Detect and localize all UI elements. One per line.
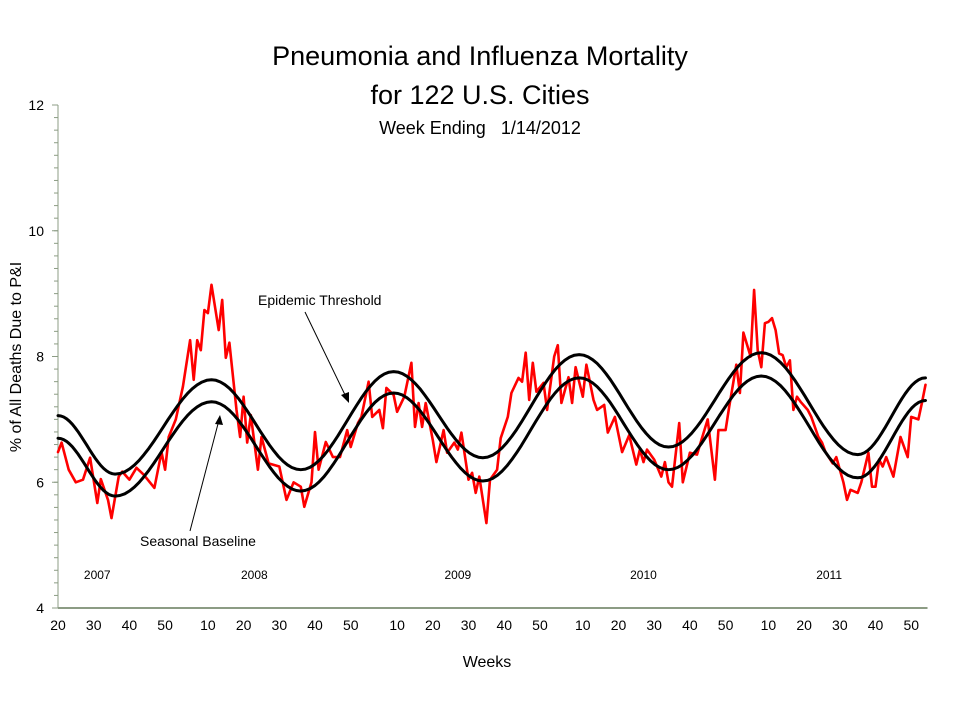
chart-subtitle: Week Ending 1/14/2012 <box>379 118 581 138</box>
y-tick-label: 8 <box>36 349 44 365</box>
x-tick-label: 50 <box>343 617 359 633</box>
x-tick-label: 30 <box>832 617 848 633</box>
year-label: 2010 <box>630 568 657 582</box>
x-tick-label: 20 <box>425 617 441 633</box>
y-tick-label: 6 <box>36 474 44 490</box>
series-threshold-line <box>56 351 927 476</box>
x-tick-label: 40 <box>122 617 138 633</box>
x-tick-label: 20 <box>50 617 66 633</box>
x-tick-label: 30 <box>272 617 288 633</box>
year-label: 2009 <box>444 568 471 582</box>
x-tick-label: 10 <box>200 617 216 633</box>
x-tick-label: 50 <box>718 617 734 633</box>
series-baseline-line <box>56 374 927 498</box>
x-tick-label: 40 <box>307 617 323 633</box>
x-tick-label: 20 <box>796 617 812 633</box>
x-tick-label: 50 <box>903 617 919 633</box>
annotation-arrow-threshold <box>304 311 348 400</box>
y-axis-label: % of All Deaths Due to P&I <box>8 262 25 452</box>
x-tick-label: 50 <box>157 617 173 633</box>
annotation-seasonal-baseline: Seasonal Baseline <box>140 533 256 549</box>
chart-title-line2: for 122 U.S. Cities <box>370 80 589 110</box>
x-tick-label: 40 <box>496 617 512 633</box>
x-tick-label: 30 <box>646 617 662 633</box>
x-tick-label: 10 <box>389 617 405 633</box>
x-tick-label: 30 <box>461 617 477 633</box>
x-tick-label: 40 <box>868 617 884 633</box>
x-tick-label: 20 <box>236 617 252 633</box>
arrowhead-icon <box>341 392 349 403</box>
y-tick-label: 12 <box>28 97 44 113</box>
x-tick-label: 10 <box>575 617 591 633</box>
year-label: 2011 <box>816 568 842 582</box>
annotation-epidemic-threshold: Epidemic Threshold <box>258 292 381 308</box>
x-tick-label: 30 <box>86 617 102 633</box>
series-observed-line <box>56 283 927 525</box>
annotation-arrow-baseline <box>189 419 220 532</box>
y-tick-label: 10 <box>28 223 44 239</box>
x-tick-label: 40 <box>682 617 698 633</box>
year-label: 2007 <box>84 568 111 582</box>
x-axis-label: Weeks <box>463 654 512 671</box>
chart-title: Pneumonia and Influenza Mortality <box>272 41 688 71</box>
arrowhead-icon <box>215 415 223 425</box>
y-tick-label: 4 <box>36 600 44 616</box>
x-tick-label: 10 <box>761 617 777 633</box>
year-label: 2008 <box>241 568 268 582</box>
x-tick-label: 50 <box>532 617 548 633</box>
x-tick-label: 20 <box>611 617 627 633</box>
